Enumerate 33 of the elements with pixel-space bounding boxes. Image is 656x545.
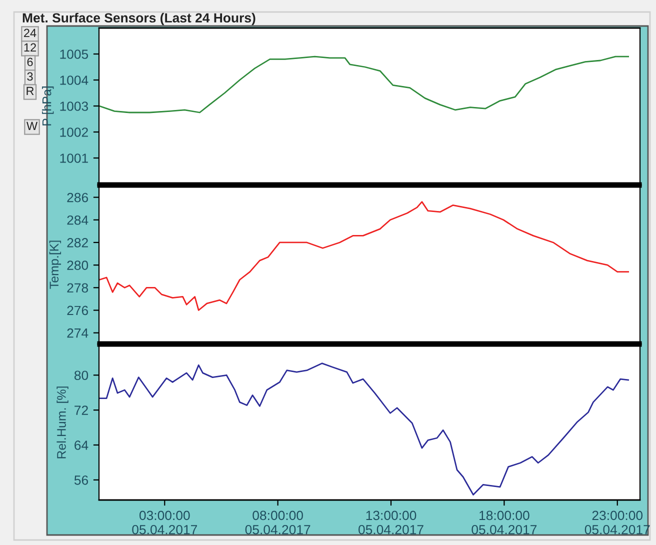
y-tick-label: 286 — [67, 192, 88, 202]
y-tick-label: 1001 — [60, 154, 88, 163]
x-tick-label: 13:00:00 05.04.2017 — [358, 510, 424, 534]
y-tick-label: 274 — [67, 328, 88, 338]
line-series — [99, 362, 629, 496]
text: 6 — [27, 58, 33, 66]
text: W — [26, 122, 38, 130]
y-tick-label: 1003 — [60, 102, 88, 111]
text: 12 — [24, 43, 36, 52]
y-tick-label: 72 — [74, 406, 88, 415]
y-tick-label: 276 — [67, 306, 88, 316]
y-tick-label: 284 — [67, 215, 88, 225]
y-axis-title: P [hPa] — [42, 86, 54, 126]
text: 24 — [24, 28, 36, 38]
y-tick-label: 1002 — [60, 128, 88, 137]
y-axis-title: Temp.[K] — [49, 240, 62, 289]
y-axis-title: Rel.Hum. [%] — [56, 386, 68, 458]
text: 3 — [27, 72, 33, 81]
y-tick-label: 280 — [67, 260, 88, 270]
y-tick-label: 80 — [74, 370, 88, 380]
line-series — [99, 201, 629, 311]
x-tick-label: 18:00:00 05.04.2017 — [472, 510, 537, 534]
text: R — [26, 86, 34, 96]
y-tick-label: 64 — [74, 440, 88, 450]
x-tick-label: 08:00:00 05.04.2017 — [245, 510, 310, 534]
y-tick-label: 1004 — [60, 76, 88, 85]
y-tick-label: 278 — [67, 283, 88, 293]
y-tick-label: 56 — [74, 475, 88, 485]
chart-title: Met. Surface Sensors (Last 24 Hours) — [22, 12, 256, 26]
line-series — [99, 56, 629, 114]
y-tick-label: 1005 — [60, 50, 88, 59]
y-tick-label: 282 — [67, 238, 88, 248]
x-tick-label: 03:00:00 05.04.2017 — [132, 510, 198, 534]
